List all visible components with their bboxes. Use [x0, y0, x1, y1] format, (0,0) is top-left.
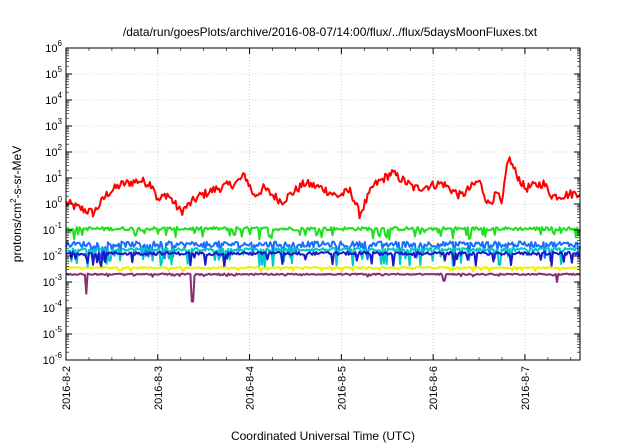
y-axis-title: protons/cm2-s-sr-MeV	[9, 146, 24, 262]
y-tick-label: 101	[45, 169, 62, 185]
y-axis-tick-labels: 10-6 10-5 10-4 10-3 10-2 10-1 100 101 102 103 104 1…	[43, 39, 63, 367]
y-tick-label: 104	[45, 91, 62, 107]
y-tick-label: 10-6	[43, 351, 63, 367]
x-tick-label: 2016-8-3	[153, 366, 165, 410]
y-tick-label: 10-4	[43, 299, 63, 315]
y-tick-label: 106	[45, 39, 62, 55]
plot-frame	[65, 47, 581, 361]
series-line-7	[65, 272, 581, 303]
series-line-6	[65, 265, 581, 273]
y-tick-label: 105	[45, 65, 62, 81]
x-tick-label: 2016-8-7	[520, 366, 532, 410]
x-axis-tick-labels: 2016-8-2 2016-8-3 2016-8-4 2016-8-5 2016-8-6…	[61, 366, 532, 410]
y-tick-label: 10-2	[43, 247, 63, 263]
series-line-2	[65, 225, 581, 241]
series-group	[65, 156, 581, 303]
y-axis-title-unit: -s-sr-MeV	[10, 146, 24, 199]
y-tick-label: 102	[45, 143, 62, 159]
grid-lines	[66, 48, 580, 360]
y-tick-label: 10-1	[43, 221, 63, 237]
y-tick-label: 10-3	[43, 273, 63, 289]
y-tick-label: 100	[45, 195, 62, 211]
x-tick-label: 2016-8-4	[245, 366, 257, 410]
axis-ticks	[65, 47, 580, 361]
y-tick-label: 103	[45, 117, 62, 133]
x-tick-label: 2016-8-6	[428, 366, 440, 410]
chart-title: /data/run/goesPlots/archive/2016-08-07/1…	[123, 25, 538, 39]
y-axis-title-superscript: 2	[9, 198, 18, 203]
y-axis-title-main: protons/cm	[10, 203, 24, 262]
x-tick-label: 2016-8-2	[61, 366, 73, 410]
x-axis-title: Coordinated Universal Time (UTC)	[231, 429, 415, 443]
series-line-5	[65, 250, 581, 269]
y-tick-label: 10-5	[43, 325, 63, 341]
x-tick-label: 2016-8-5	[336, 366, 348, 410]
series-line-1	[65, 156, 581, 220]
